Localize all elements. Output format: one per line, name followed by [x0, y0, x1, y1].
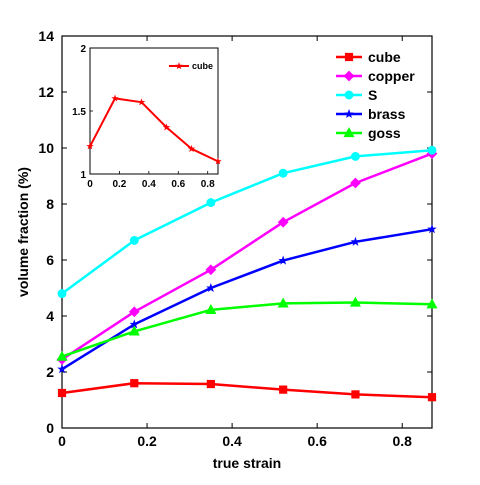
- legend-marker-goss: [343, 127, 355, 138]
- data-point-brass: [350, 236, 361, 246]
- series-line-S: [61, 148, 433, 295]
- inset-x-tick-label: 0: [87, 179, 93, 190]
- series-line-goss: [61, 301, 433, 358]
- inset-x-tick-label: 0.4: [142, 179, 156, 190]
- inset-legend-marker-cube: [175, 62, 183, 70]
- data-point-goss: [426, 298, 438, 309]
- data-point-S: [427, 145, 437, 155]
- data-point-copper: [277, 216, 289, 228]
- x-tick-label: 0: [58, 433, 66, 449]
- x-tick-label: 0.6: [307, 433, 327, 449]
- data-point-cube: [206, 379, 215, 389]
- y-axis-label: volume fraction (%): [15, 167, 31, 297]
- series-line-cube: [61, 381, 433, 399]
- inset-data-point-cube: [162, 123, 171, 131]
- legend-label-cube: cube: [368, 49, 401, 65]
- y-tick-label: 2: [46, 364, 54, 380]
- inset-x-tick-label: 0.8: [201, 179, 215, 190]
- legend-marker-cube: [344, 52, 354, 62]
- data-point-S: [206, 198, 216, 208]
- data-point-goss: [56, 350, 68, 361]
- x-axis-label: true strain: [213, 455, 281, 471]
- inset-legend-label-cube: cube: [192, 61, 213, 71]
- data-point-brass: [57, 364, 67, 374]
- x-tick-label: 0.8: [392, 433, 412, 449]
- inset-y-tick-label: 2: [80, 44, 86, 55]
- inset-data-point-cube: [187, 144, 196, 152]
- inset-data-point-cube: [86, 142, 94, 150]
- data-point-S: [57, 289, 67, 299]
- data-point-cube: [351, 390, 360, 399]
- y-tick-label: 0: [46, 420, 54, 436]
- data-point-cube: [427, 393, 437, 402]
- y-tick-label: 8: [46, 196, 54, 212]
- inset-data-point-cube: [137, 98, 146, 106]
- data-point-copper: [205, 264, 217, 276]
- inset-x-tick-label: 0.6: [171, 179, 185, 190]
- data-point-goss: [349, 296, 361, 307]
- data-point-brass: [278, 255, 288, 265]
- data-point-cube: [279, 385, 288, 394]
- series-line-copper: [61, 152, 433, 361]
- legend-marker-S: [344, 90, 354, 100]
- legend-label-S: S: [368, 87, 377, 103]
- data-point-brass: [206, 283, 216, 293]
- inset-series-line-cube: [89, 97, 219, 163]
- y-tick-label: 4: [46, 308, 54, 324]
- inset-data-point-cube: [111, 94, 119, 102]
- legend-label-copper: copper: [368, 68, 415, 84]
- data-point-S: [350, 151, 360, 161]
- y-tick-label: 10: [38, 140, 54, 156]
- data-point-S: [278, 168, 288, 178]
- data-point-cube: [57, 388, 67, 398]
- inset-y-tick-label: 1.5: [72, 107, 86, 118]
- data-point-goss: [277, 297, 289, 308]
- legend-marker-brass: [344, 109, 354, 119]
- data-point-S: [129, 235, 139, 245]
- legend-label-brass: brass: [368, 106, 406, 122]
- y-tick-label: 14: [38, 28, 54, 44]
- legend-marker-copper: [343, 70, 355, 82]
- inset-plot-frame: [89, 47, 219, 175]
- x-tick-label: 0.2: [137, 433, 157, 449]
- data-point-copper: [350, 177, 361, 189]
- inset-data-point-cube: [214, 157, 222, 165]
- inset-x-tick-label: 0.2: [112, 179, 126, 190]
- data-point-copper: [128, 306, 140, 318]
- y-tick-label: 12: [38, 84, 54, 100]
- series-line-brass: [61, 227, 433, 371]
- y-tick-label: 6: [46, 252, 54, 268]
- data-point-goss: [128, 325, 140, 336]
- legend-label-goss: goss: [368, 125, 401, 141]
- data-point-brass: [427, 224, 437, 234]
- data-point-goss: [205, 303, 217, 314]
- x-tick-label: 0.4: [222, 433, 242, 449]
- data-point-cube: [130, 379, 139, 388]
- inset-y-tick-label: 1: [80, 170, 86, 181]
